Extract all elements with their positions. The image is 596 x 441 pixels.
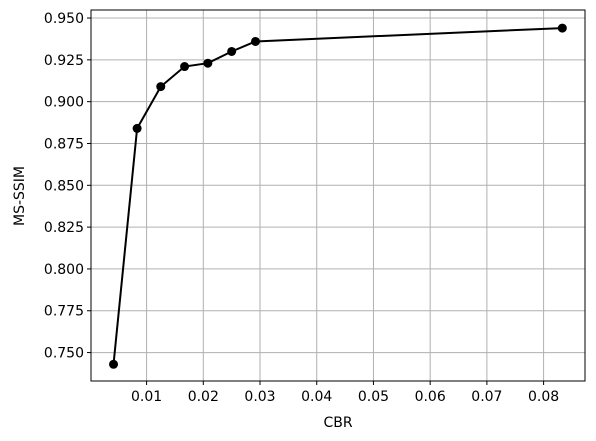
x-tick-label: 0.02 xyxy=(188,389,219,405)
point xyxy=(180,62,190,72)
point xyxy=(203,58,213,68)
point xyxy=(250,36,260,46)
x-tick-label: 0.03 xyxy=(244,389,275,405)
y-tick-label: 0.900 xyxy=(44,95,84,111)
point xyxy=(227,46,237,56)
y-tick-label: 0.775 xyxy=(44,304,84,320)
y-tick-label: 0.825 xyxy=(44,220,84,236)
x-tick-label: 0.01 xyxy=(131,389,162,405)
point xyxy=(156,82,166,92)
y-tick-label: 0.875 xyxy=(44,136,84,152)
point xyxy=(557,23,567,33)
y-axis-label: MS-SSIM xyxy=(12,166,28,226)
x-axis-label: CBR xyxy=(323,415,352,431)
x-tick-label: 0.06 xyxy=(415,389,446,405)
x-tick-label: 0.07 xyxy=(471,389,502,405)
plot-frame xyxy=(90,9,586,382)
y-tick-label: 0.925 xyxy=(44,53,84,69)
x-tick-label: 0.04 xyxy=(301,389,332,405)
y-tick-label: 0.950 xyxy=(44,11,84,27)
x-tick-label: 0.08 xyxy=(528,389,559,405)
point xyxy=(132,123,142,133)
point xyxy=(109,359,119,369)
y-tick-label: 0.850 xyxy=(44,178,84,194)
y-tick-label: 0.750 xyxy=(44,346,84,362)
y-tick-label: 0.800 xyxy=(44,262,84,278)
series-line xyxy=(112,27,563,365)
x-tick-label: 0.05 xyxy=(358,389,389,405)
